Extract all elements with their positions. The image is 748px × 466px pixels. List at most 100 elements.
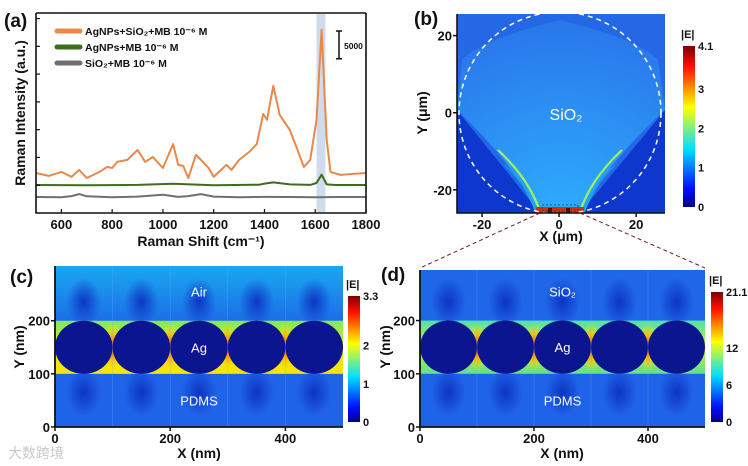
axes-frame-a — [35, 13, 367, 214]
d-field-lobe — [659, 368, 694, 417]
x-axis-label-d: X (nm) — [540, 445, 584, 461]
c-ag-nanoparticle — [285, 320, 344, 374]
b-colorbar-tick: 0 — [698, 202, 704, 214]
c-field-lobe — [124, 278, 159, 327]
d-field-lobe — [602, 277, 637, 326]
panel-d-field-map: (d) SiO₂ Ag PDMS 0 200 400 200 100 0 X (nm) Y (… — [377, 265, 747, 461]
c-x-tick-label: 200 — [159, 431, 181, 446]
c-region-label-top: Air — [191, 285, 208, 300]
d-region-label-pdms: PDMS — [544, 393, 582, 408]
region-label-sio2: SiO₂ — [550, 107, 583, 124]
c-field-lobe — [239, 278, 274, 327]
c-ag-nanoparticle — [170, 320, 228, 374]
b-y-tick-label: 0 — [445, 106, 452, 121]
d-y-tick-label: 0 — [408, 420, 415, 435]
y-axis-label-c: Y (nm) — [11, 325, 27, 368]
d-ag-nanoparticle — [591, 320, 648, 374]
legend: AgNPs+SiO₂+MB 10⁻⁶ M AgNPs+MB 10⁻⁶ M SiO₂+… — [54, 26, 208, 70]
field-map-b — [457, 14, 665, 213]
c-colorbar-tick: 0 — [363, 417, 369, 429]
scale-bar-label: 5000 — [344, 41, 363, 51]
d-x-tick-label: 200 — [523, 431, 545, 446]
b-x-tick-label: -20 — [473, 217, 492, 232]
c-ag-nanoparticle — [112, 320, 171, 374]
panel-label-b: (b) — [414, 9, 438, 30]
d-field-lobe — [431, 368, 466, 417]
watermark: 大数跨境 — [8, 446, 64, 462]
b-colorbar — [683, 46, 695, 207]
c-ag-nanoparticle — [55, 320, 113, 374]
d-field-lobe — [545, 277, 580, 326]
c-y-tick-label: 100 — [28, 367, 50, 382]
d-field-lobe — [488, 277, 523, 326]
b-colorbar-tick: 3 — [698, 84, 704, 96]
panel-label-d: (d) — [381, 265, 405, 286]
panel-c-field-map: (c) Air Ag PDMS 0 200 400 200 100 0 X (nm) Y (n… — [10, 266, 378, 461]
panel-b-field-map: (b) SiO₂ -20 0 20 20 0 -20 X (μm) Y (μm) |E|4… — [414, 9, 713, 244]
c-field-lobe — [296, 368, 332, 417]
series-line-2 — [35, 193, 366, 199]
x-tick-label: 1400 — [250, 217, 279, 232]
d-x-tick-label: 0 — [416, 431, 423, 446]
zoom-connector-right — [579, 212, 706, 269]
y-axis-ticks-a — [36, 17, 40, 186]
legend-label-1: AgNPs+MB 10⁻⁶ M — [85, 42, 179, 54]
d-region-label-top: SiO₂ — [549, 284, 576, 299]
panel-label-c: (c) — [10, 267, 33, 288]
c-colorbar-title: |E| — [346, 279, 360, 291]
c-field-lobe — [124, 368, 159, 417]
d-field-lobe — [488, 368, 523, 417]
d-field-lobe — [659, 277, 694, 326]
b-colorbar-tick: 1 — [698, 163, 704, 175]
d-region-label-ag: Ag — [555, 340, 571, 355]
c-y-tick-label: 200 — [28, 314, 50, 329]
b-y-tick-label: -20 — [433, 183, 452, 198]
x-axis-label-b: X (μm) — [539, 228, 583, 244]
y-axis-label-b: Y (μm) — [414, 91, 430, 134]
b-y-tick-label: 20 — [438, 29, 452, 44]
x-tick-label: 1600 — [301, 217, 330, 232]
d-ag-nanoparticle — [420, 320, 477, 374]
c-x-tick-label: 400 — [275, 431, 297, 446]
axes-frame-b — [456, 14, 665, 214]
c-field-lobe — [66, 368, 102, 417]
d-colorbar-tick: 0 — [726, 417, 732, 429]
c-ag-nanoparticle — [227, 320, 286, 374]
d-field-lobe — [545, 368, 580, 417]
c-x-tick-label: 0 — [51, 431, 58, 446]
d-y-tick-label: 100 — [393, 367, 415, 382]
c-region-label-pdms: PDMS — [180, 393, 218, 408]
d-y-tick-label: 200 — [393, 314, 415, 329]
x-axis-label-a: Raman Shift (cm⁻¹) — [137, 233, 264, 249]
d-x-tick-label: 400 — [637, 431, 659, 446]
d-field-lobe — [602, 368, 637, 417]
b-colorbar-tick: 2 — [698, 123, 704, 135]
d-colorbar-tick: 21.1 — [726, 287, 747, 299]
c-colorbar-tick: 1 — [363, 379, 369, 391]
d-ag-nanoparticle — [648, 320, 705, 374]
scale-bar-line — [336, 30, 342, 60]
series-line-0 — [35, 28, 367, 179]
zoom-connector-left — [419, 212, 541, 269]
y-axis-label-a: Raman Intensity (a.u.) — [12, 40, 28, 185]
b-x-tick-label: 20 — [629, 217, 643, 232]
y-axis-label-d: Y (nm) — [377, 325, 393, 368]
highlight-band — [316, 14, 326, 212]
c-field-lobe — [296, 278, 332, 327]
d-field-lobe — [431, 277, 466, 326]
d-colorbar-tick: 12 — [726, 343, 738, 355]
c-field-lobe — [66, 278, 102, 327]
b-colorbar-title: |E| — [681, 29, 695, 41]
c-field-lobe — [181, 368, 217, 417]
scale-bar: 5000 — [336, 30, 363, 60]
panel-a-raman-spectra: (a) 600 800 1000 1200 1400 1600 1800 Raman Shi… — [4, 11, 380, 249]
b-colorbar-tick: 4.1 — [698, 41, 713, 53]
d-colorbar-title: |E| — [709, 275, 723, 287]
c-region-label-ag: Ag — [191, 340, 207, 355]
sio2-sphere-outline — [458, 14, 662, 213]
x-tick-label: 1800 — [352, 217, 381, 232]
x-tick-label: 1000 — [148, 217, 177, 232]
d-colorbar — [711, 292, 723, 422]
legend-label-0: AgNPs+SiO₂+MB 10⁻⁶ M — [85, 26, 208, 38]
